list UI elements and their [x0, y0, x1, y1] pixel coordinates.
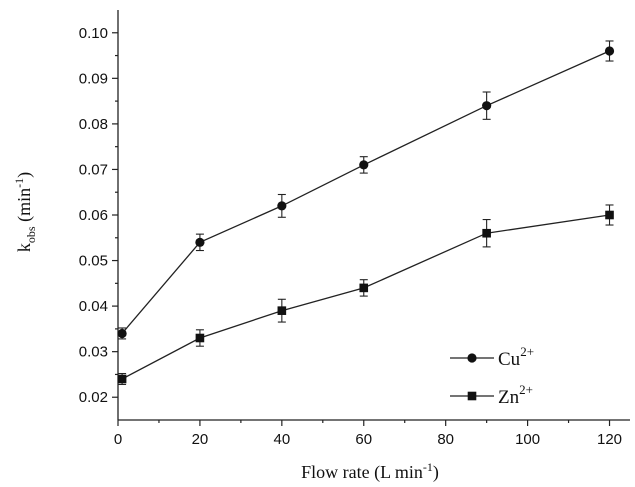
y-tick-label: 0.07: [79, 161, 108, 178]
x-axis-title: Flow rate (L min-1): [301, 460, 439, 483]
data-point: [482, 228, 491, 238]
x-tick-label: 40: [273, 431, 290, 448]
y-tick-label: 0.04: [79, 298, 108, 315]
x-tick-label: 120: [597, 431, 622, 448]
data-point: [277, 306, 287, 315]
y-tick-label: 0.05: [79, 253, 108, 270]
legend-item: Zn2+: [450, 382, 533, 408]
y-ticks: 0.02 0.03 0.04 0.05 0.06 0.07 0.08 0.09 0.10: [79, 25, 118, 406]
legend-item: Cu2+: [450, 344, 534, 370]
legend-label: Zn2+: [498, 382, 533, 408]
y-tick-label: 0.02: [79, 389, 108, 406]
data-point: [195, 333, 205, 343]
y-tick-label: 0.08: [79, 116, 108, 133]
data-point: [117, 374, 127, 384]
x-tick-label: 80: [437, 431, 454, 448]
legend-label: Cu2+: [498, 344, 534, 370]
data-point: [359, 283, 369, 293]
x-tick-label: 0: [114, 431, 122, 448]
data-point: [195, 237, 205, 247]
x-tick-label: 60: [355, 431, 372, 448]
data-point: [604, 46, 615, 56]
series-zn: [117, 204, 614, 386]
series-cu: [117, 40, 615, 340]
data-point: [117, 328, 127, 339]
y-tick-label: 0.09: [79, 70, 108, 87]
axes: [117, 10, 630, 421]
y-tick-label: 0.06: [79, 207, 108, 224]
series-layer: [117, 40, 615, 386]
series-line: [121, 50, 610, 334]
y-axis-title: kobs (min-1): [12, 172, 38, 252]
data-point: [359, 160, 369, 170]
data-point: [482, 101, 492, 111]
data-point: [605, 210, 614, 220]
data-point: [277, 201, 287, 211]
x-tick-label: 100: [515, 431, 540, 448]
y-tick-label: 0.10: [79, 25, 108, 42]
x-ticks: 0 20 40 60 80 100 120: [114, 420, 622, 448]
legend: Cu2+ Zn2+: [450, 344, 534, 408]
x-tick-label: 20: [192, 431, 209, 448]
legend-marker: [467, 391, 477, 401]
series-line: [121, 214, 610, 380]
y-tick-label: 0.03: [79, 344, 108, 361]
legend-marker: [467, 353, 477, 363]
